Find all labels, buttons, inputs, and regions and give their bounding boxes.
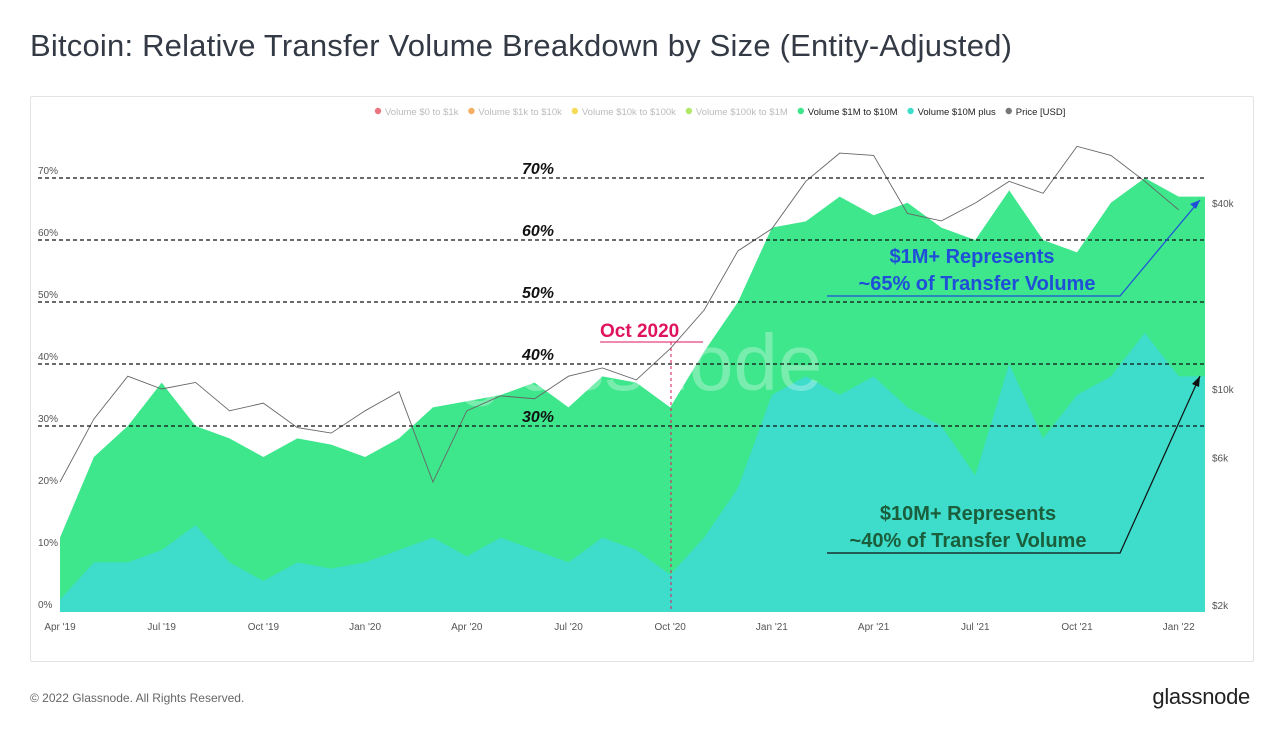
x-tick-label: Oct '19 (248, 622, 280, 633)
annotation-10m-line1: $10M+ Represents (880, 503, 1056, 525)
x-tick-label: Jul '20 (554, 622, 583, 633)
legend-marker (685, 107, 693, 115)
x-tick-label: Jul '19 (147, 622, 176, 633)
legend-marker (468, 107, 475, 115)
y-tick-label: 50% (38, 290, 58, 301)
arrowhead-10m (1192, 376, 1200, 387)
legend-item[interactable]: Volume $10k to $100k (582, 107, 676, 118)
arrowhead-1m (1190, 200, 1200, 209)
reference-label: 50% (522, 285, 554, 302)
arrow-10m (827, 375, 1201, 554)
y-tick-label: 60% (38, 228, 58, 239)
y-right-tick-label: $2k (1212, 601, 1229, 612)
annotation-1m-line1: $1M+ Represents (889, 246, 1054, 268)
page-title: Bitcoin: Relative Transfer Volume Breakd… (30, 28, 1013, 63)
annotation-10m-line2: ~40% of Transfer Volume (850, 530, 1087, 552)
y-right-tick-label: $6k (1212, 454, 1229, 465)
x-tick-label: Jan '22 (1163, 622, 1195, 633)
y-tick-label: 20% (38, 476, 58, 487)
chart-container (30, 96, 1254, 662)
y-tick-label: 10% (38, 538, 58, 549)
y-tick-label: 40% (38, 352, 58, 363)
legend-marker (571, 107, 579, 115)
x-tick-label: Apr '19 (44, 622, 76, 633)
reference-label: 40% (521, 347, 554, 364)
legend-item[interactable]: Volume $1k to $10k (478, 107, 562, 118)
glassnode-logo: glassnode (1152, 684, 1250, 709)
reference-label: 30% (522, 409, 554, 426)
watermark: glassnode (458, 318, 823, 407)
x-tick-label: Apr '20 (451, 622, 483, 633)
legend-item[interactable]: Volume $1M to $10M (808, 107, 898, 118)
annotation-1m-line2: ~65% of Transfer Volume (859, 273, 1096, 295)
x-tick-label: Oct '20 (655, 622, 687, 633)
area-10m-plus (60, 333, 1205, 612)
y-right-tick-label: $40k (1212, 199, 1235, 210)
y-right-tick-label: $10k (1212, 385, 1235, 396)
legend-item[interactable]: Volume $0 to $1k (385, 107, 459, 118)
legend-marker (374, 107, 382, 115)
reference-label: 70% (522, 161, 554, 178)
x-tick-label: Jan '21 (756, 622, 788, 633)
legend-marker (907, 107, 914, 115)
y-tick-label: 0% (38, 600, 53, 611)
y-tick-label: 70% (38, 166, 58, 177)
x-tick-label: Apr '21 (858, 622, 890, 633)
y-tick-label: 30% (38, 414, 58, 425)
x-tick-label: Jan '20 (349, 622, 381, 633)
copyright: © 2022 Glassnode. All Rights Reserved. (30, 691, 245, 705)
legend-marker (1005, 107, 1012, 115)
reference-label: 60% (522, 223, 554, 240)
arrow-1m (827, 199, 1201, 297)
x-tick-label: Jul '21 (961, 622, 990, 633)
legend-item[interactable]: Price [USD] (1016, 107, 1066, 118)
legend-marker (797, 107, 804, 115)
legend-item[interactable]: Volume $100k to $1M (696, 107, 788, 118)
oct-2020-label: Oct 2020 (600, 321, 679, 342)
legend-item[interactable]: Volume $10M plus (918, 107, 996, 118)
x-tick-label: Oct '21 (1061, 622, 1093, 633)
price-line (59, 145, 1179, 484)
